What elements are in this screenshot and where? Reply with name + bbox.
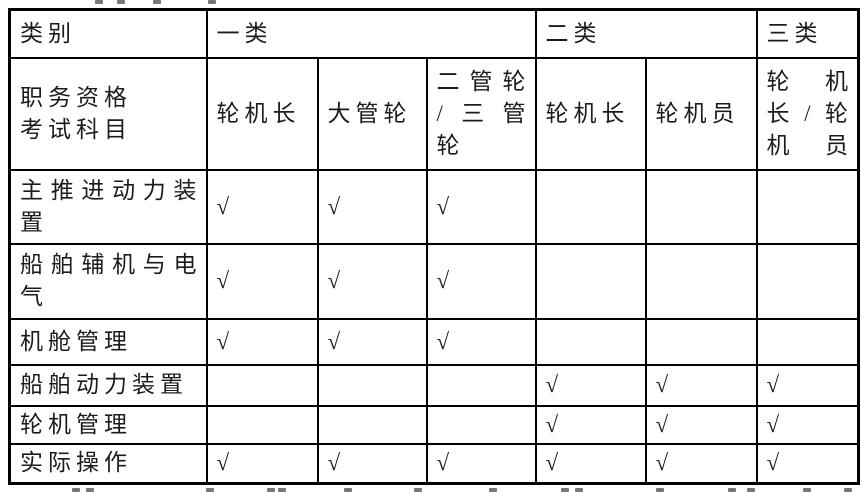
position-header-chief-or-engineer: 轮机 长/轮 机员 [755,56,860,171]
check-cell: √ [316,242,428,320]
clipped-text-fragment [267,488,275,492]
check-cell [205,363,319,407]
check-cell: √ [755,363,860,407]
check-cell [534,242,647,320]
check-cell: √ [644,442,758,485]
position-header-engineer-officer: 轮机员 [644,56,758,171]
check-cell: √ [644,363,758,407]
check-cell: √ [534,404,647,445]
check-cell [755,168,860,245]
position-header-chief-engineer-1: 轮机长 [205,56,319,171]
clipped-text-fragment [489,488,497,492]
check-cell [534,168,647,245]
class1-header-cell: 一类 [205,8,537,59]
subject-cell: 实际操作 [8,442,208,485]
clipped-text-fragment [656,488,664,492]
table-row-subject: 主推进动力装 置 √ √ √ [8,168,860,245]
clipped-text-fragment [747,488,755,492]
table-row-subject: 轮机管理 √ √ √ [8,404,860,445]
check-cell [425,363,537,407]
clipped-text-fragment [206,488,214,492]
table-row-subject: 船舶动力装置 √ √ √ [8,363,860,407]
position-header-third-fourth-engineer: 二管轮 /三管 轮 [425,56,537,171]
clipped-text-fragment [344,488,352,492]
check-cell [425,404,537,445]
clipped-text-fragment [86,488,94,492]
check-cell: √ [425,168,537,245]
clipped-text-fragment [72,488,80,492]
subject-cell: 船舶动力装置 [8,363,208,407]
category-header-cell: 类别 [8,8,208,59]
check-cell [644,242,758,320]
check-cell: √ [425,442,537,485]
clipped-text-fragment [414,488,422,492]
clipped-text-fragment [844,488,852,492]
check-cell: √ [205,317,319,366]
check-cell: √ [755,442,860,485]
check-cell: √ [205,242,319,320]
clipped-text-fragment [803,488,811,492]
clipped-text-fragment [728,488,736,492]
subject-cell: 船舶辅机与电 气 [8,242,208,320]
table-row-position-header: 职务资格 考试科目 轮机长 大管轮 二管轮 /三管 轮 轮机长 轮机员 轮机 长… [8,56,860,171]
check-cell [755,317,860,366]
check-cell: √ [316,168,428,245]
table-row-subject: 机舱管理 √ √ √ [8,317,860,366]
check-cell [534,317,647,366]
table-row-subject: 实际操作 √ √ √ √ √ √ [8,442,860,485]
check-cell: √ [534,363,647,407]
class2-header-cell: 二类 [534,8,758,59]
clipped-text-fragment [278,488,286,492]
table-row-subject: 船舶辅机与电 气 √ √ √ [8,242,860,320]
exam-subjects-table: 类别 一类 二类 三类 职务资格 考试科目 轮机长 大管轮 二管轮 /三管 轮 … [8,8,861,485]
clipped-text-fragment [208,0,216,4]
check-cell: √ [425,242,537,320]
position-header-second-engineer: 大管轮 [316,56,428,171]
check-cell: √ [205,168,319,245]
clipped-text-fragment [95,0,103,4]
clipped-text-fragment [561,488,569,492]
check-cell [755,242,860,320]
subject-cell: 轮机管理 [8,404,208,445]
table-row-class-header: 类别 一类 二类 三类 [8,8,860,59]
check-cell [644,168,758,245]
check-cell: √ [425,317,537,366]
clipped-text-fragment [153,0,161,4]
check-cell: √ [316,442,428,485]
check-cell [316,404,428,445]
check-cell: √ [205,442,319,485]
clipped-text-fragment [575,488,583,492]
check-cell: √ [316,317,428,366]
subject-cell: 机舱管理 [8,317,208,366]
check-cell: √ [644,404,758,445]
check-cell [316,363,428,407]
check-cell [205,404,319,445]
check-cell [644,317,758,366]
check-cell: √ [534,442,647,485]
clipped-text-fragment [117,0,125,4]
check-cell: √ [755,404,860,445]
subject-header-cell: 职务资格 考试科目 [8,56,208,171]
subject-cell: 主推进动力装 置 [8,168,208,245]
position-header-chief-engineer-2: 轮机长 [534,56,647,171]
class3-header-cell: 三类 [755,8,860,59]
